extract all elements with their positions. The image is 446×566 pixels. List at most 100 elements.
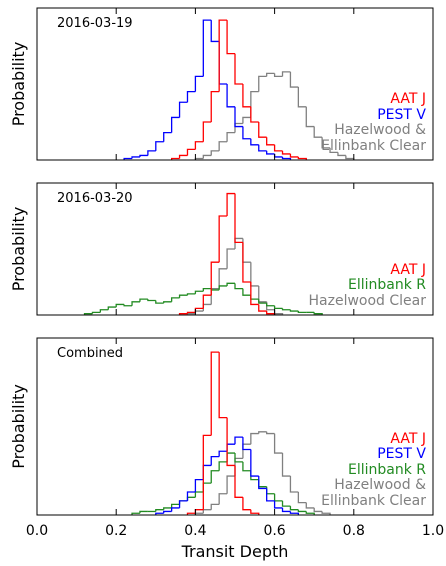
histogram-step	[273, 433, 283, 454]
histogram-step	[123, 157, 133, 160]
histogram-step	[178, 154, 188, 159]
histogram-step	[281, 308, 291, 311]
x-tick-label: 1.0	[422, 523, 444, 539]
histogram-step	[289, 476, 299, 493]
histogram-step	[186, 90, 196, 103]
legend-entry: PEST V	[377, 106, 426, 123]
histogram-step	[345, 155, 355, 160]
histogram-step	[194, 141, 204, 150]
histogram-step	[115, 303, 125, 308]
histogram-step	[210, 261, 220, 296]
histogram-step	[218, 352, 228, 419]
histogram-step	[250, 509, 260, 515]
histogram-step	[210, 287, 220, 305]
annotation: 2016-03-19	[57, 16, 133, 31]
histogram-step	[131, 156, 140, 159]
histogram-step	[202, 287, 212, 292]
histogram-step	[250, 295, 259, 300]
histogram-step	[186, 496, 196, 501]
histogram-step	[266, 72, 275, 77]
histogram-step	[289, 153, 299, 158]
histogram-step	[170, 116, 180, 133]
histogram-step	[194, 75, 204, 92]
legend-entry: AAT J	[390, 430, 426, 447]
legend-entry: Hazelwood Clear	[308, 292, 427, 309]
histogram-step	[266, 488, 275, 502]
histogram-step	[313, 126, 323, 138]
histogram-step	[202, 482, 212, 492]
histogram-step	[170, 297, 180, 302]
x-tick-label: 0.8	[343, 523, 365, 539]
histogram-step	[321, 511, 331, 515]
histogram-step	[242, 288, 251, 296]
histogram-step	[226, 443, 235, 452]
histogram-step	[258, 122, 267, 138]
histogram-step	[258, 476, 267, 490]
histogram-step	[273, 144, 283, 152]
histogram-step	[250, 449, 259, 477]
histogram-step	[210, 90, 220, 122]
histogram-step	[139, 510, 148, 514]
histogram-step	[186, 512, 196, 515]
histogram-step	[147, 299, 156, 302]
histogram-step	[163, 301, 172, 304]
histogram-step	[202, 19, 212, 77]
histogram-step	[202, 434, 212, 510]
histogram-step	[289, 511, 300, 515]
histogram-step	[250, 432, 259, 445]
histogram-step	[226, 248, 235, 269]
legend-entry: AAT J	[390, 261, 426, 278]
histogram-step	[170, 157, 180, 160]
histogram-step	[242, 238, 251, 263]
histogram-step	[266, 137, 275, 146]
y-axis-label: Probability	[9, 207, 28, 292]
histogram-step	[337, 152, 346, 157]
histogram-step	[321, 137, 331, 149]
histogram-step	[194, 290, 204, 294]
histogram-step	[281, 150, 291, 155]
histogram-step	[226, 84, 235, 108]
histogram-step	[281, 71, 291, 77]
plot-frame	[36, 7, 434, 161]
histogram-step	[99, 309, 109, 313]
histogram-step	[226, 192, 235, 216]
histogram-step	[250, 282, 259, 306]
legend-entry: Hazelwood & Ellinbank Clear	[321, 122, 426, 154]
plot-frame	[36, 337, 434, 516]
histogram-step	[202, 294, 212, 309]
histogram-step	[91, 311, 101, 314]
histogram-step	[250, 262, 259, 287]
histogram-step	[186, 311, 196, 314]
histogram-step	[218, 461, 228, 471]
histogram-step	[155, 509, 164, 512]
histogram-step	[250, 106, 259, 123]
histogram-step	[273, 500, 283, 509]
histogram-step	[242, 497, 251, 511]
plot-frame	[36, 182, 434, 316]
histogram-step	[147, 150, 156, 156]
histogram-step	[202, 154, 212, 159]
histogram-step	[163, 507, 172, 510]
histogram-step	[178, 101, 188, 118]
legend-entry: PEST V	[377, 446, 426, 462]
histogram-step	[258, 75, 267, 92]
y-axis-label: Probability	[9, 42, 28, 127]
histogram-step	[266, 311, 276, 315]
histogram-step	[178, 500, 188, 508]
histogram-step	[273, 153, 283, 158]
histogram-step	[155, 300, 164, 304]
histogram-step	[186, 148, 196, 156]
histogram-step	[226, 452, 235, 462]
histogram-step	[139, 154, 148, 157]
x-axis-label: Transit Depth	[181, 542, 289, 561]
histogram-step	[226, 282, 235, 286]
histogram-step	[194, 310, 204, 314]
histogram-step	[234, 193, 243, 244]
histogram-step	[281, 507, 291, 513]
histogram-step	[234, 53, 243, 85]
histogram-step	[218, 268, 228, 289]
histogram-step	[297, 491, 307, 504]
histogram-step	[250, 138, 259, 146]
histogram-step	[218, 493, 228, 505]
